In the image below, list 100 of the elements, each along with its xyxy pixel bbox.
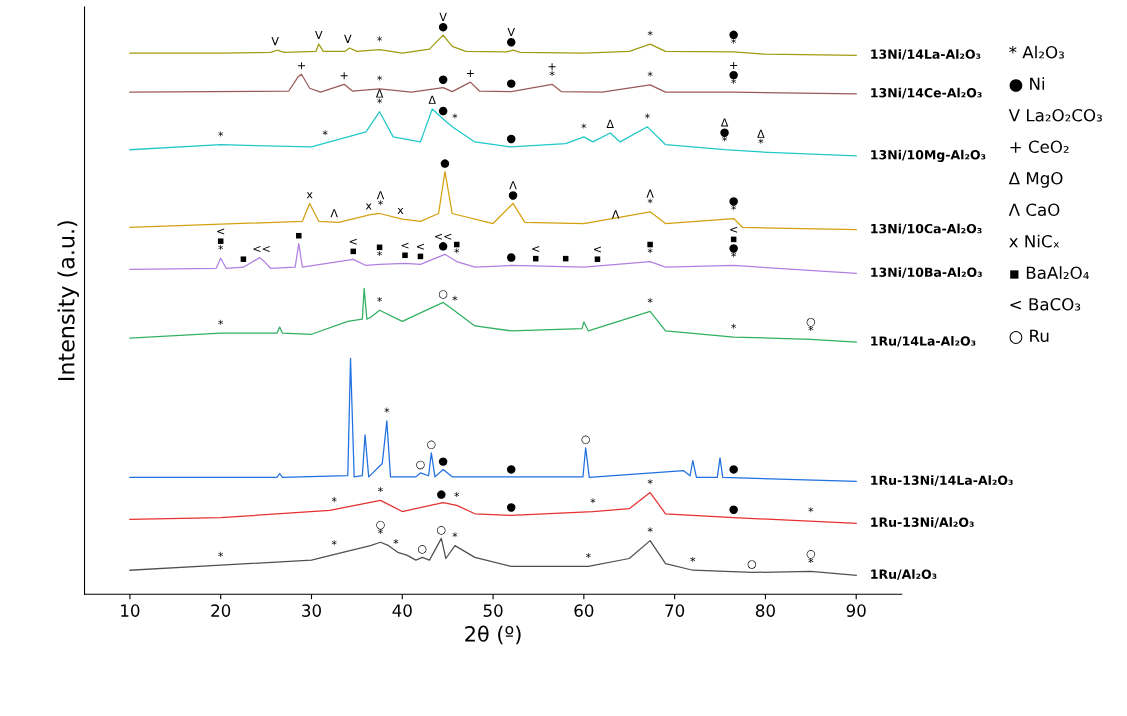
series-label: 1Ru-13Ni/Al₂O₃ bbox=[871, 517, 974, 528]
annotation: ● bbox=[438, 457, 448, 466]
annotation: * bbox=[218, 319, 224, 325]
annotation: + bbox=[340, 72, 348, 80]
annotation: * bbox=[590, 498, 596, 504]
annotation: + bbox=[466, 70, 474, 77]
text: ▪ BaAl₂O₄ bbox=[1010, 266, 1089, 280]
annotation: x bbox=[306, 192, 313, 199]
annotation: ● * bbox=[729, 30, 738, 44]
series-label: 13Ni/10Ca-Al₂O₃ bbox=[871, 223, 982, 235]
annotation: * bbox=[331, 540, 337, 546]
annotation: * bbox=[647, 298, 653, 304]
annotation: < ▪ bbox=[349, 238, 357, 255]
annotation: Λ * bbox=[376, 191, 385, 206]
annotation: ● bbox=[437, 490, 446, 499]
annotation: * bbox=[581, 123, 587, 129]
annotation: Δ * bbox=[375, 89, 384, 104]
annotation: ○ bbox=[418, 545, 427, 554]
series-label: 13Ni/10Ba-Al₂O₃ bbox=[871, 267, 982, 278]
text: Λ CaO bbox=[1008, 203, 1060, 217]
annotation: ○ bbox=[427, 440, 436, 450]
annotation: ▪ * bbox=[376, 244, 383, 257]
annotation: x bbox=[397, 207, 404, 214]
annotation: ● bbox=[506, 79, 516, 88]
annotation: V ● bbox=[438, 12, 448, 32]
series-label: 13Ni/14Ce-Al₂O₃ bbox=[871, 87, 982, 99]
annotation: ● bbox=[438, 106, 448, 116]
series-label: 13Ni/14La-Al₂O₃ bbox=[871, 49, 981, 60]
annotation: ▪ bbox=[296, 232, 302, 239]
annotation: x bbox=[365, 203, 372, 210]
text: * Al₂O₃ bbox=[1009, 45, 1064, 59]
annotation: * bbox=[452, 113, 458, 119]
annotation: ○ * bbox=[806, 550, 816, 564]
x-tick-label: 20 bbox=[211, 604, 231, 617]
annotation: ▪ * bbox=[453, 241, 460, 254]
text: < BaCO₃ bbox=[1010, 297, 1081, 311]
annotation: * bbox=[384, 407, 390, 413]
annotation: + bbox=[298, 62, 305, 70]
text: Δ MgO bbox=[1008, 171, 1063, 188]
annotation: * bbox=[808, 507, 814, 513]
text: + CeO₂ bbox=[1010, 140, 1069, 154]
x-tick-label: 80 bbox=[755, 604, 775, 617]
annotation: ○ bbox=[581, 435, 590, 445]
annotation: * bbox=[322, 130, 328, 136]
annotation: * bbox=[690, 556, 696, 562]
annotation: * bbox=[454, 492, 460, 498]
annotation: ● bbox=[440, 159, 450, 168]
annotation: ● bbox=[506, 134, 516, 144]
annotation: < ▪ bbox=[416, 243, 424, 260]
annotation: V bbox=[344, 34, 352, 43]
series-label: 13Ni/10Mg-Al₂O₃ bbox=[871, 149, 986, 162]
series-label: 1Ru/Al₂O₃ bbox=[871, 569, 937, 580]
annotation: Δ bbox=[428, 95, 436, 104]
x-tick-label: 30 bbox=[302, 604, 321, 617]
annotation: ● bbox=[729, 465, 738, 474]
text: x NiCₓ bbox=[1009, 234, 1060, 248]
annotation: ▪ * bbox=[647, 241, 653, 254]
annotation: * bbox=[452, 295, 458, 301]
x-tick-label: 60 bbox=[574, 604, 594, 617]
text: ○ Ru bbox=[1009, 329, 1049, 344]
annotation: * bbox=[377, 36, 383, 42]
annotation: ○ bbox=[437, 526, 446, 535]
y-axis-title: Intensity (a.u.) bbox=[57, 221, 79, 381]
annotation: ● bbox=[506, 465, 516, 474]
annotation: Λ bbox=[611, 210, 620, 219]
annotation: * bbox=[644, 113, 650, 119]
annotation: + ● * bbox=[729, 61, 738, 84]
annotation: * bbox=[377, 75, 383, 81]
annotation: < ▪ bbox=[401, 242, 409, 259]
annotation: Δ * bbox=[757, 129, 765, 144]
annotation: ○ * bbox=[806, 317, 816, 332]
x-tick-label: 70 bbox=[665, 604, 685, 617]
annotation: + * bbox=[548, 63, 556, 77]
annotation: < ▪ * bbox=[217, 228, 225, 250]
annotation: V bbox=[271, 37, 279, 46]
text: ● Ni bbox=[1009, 77, 1045, 92]
annotation: ▪ bbox=[562, 255, 569, 262]
x-tick-label: 40 bbox=[392, 604, 412, 617]
annotation: * bbox=[647, 71, 653, 77]
annotation: * bbox=[331, 497, 337, 503]
annotation: Λ * bbox=[646, 189, 654, 204]
annotation: ● * bbox=[729, 197, 738, 211]
annotation: < ▪ bbox=[593, 246, 601, 262]
annotation: << bbox=[253, 246, 270, 253]
annotation: * bbox=[218, 131, 224, 137]
annotation: ○ bbox=[416, 460, 425, 470]
annotation: V bbox=[315, 30, 323, 39]
annotation: * bbox=[647, 479, 653, 485]
annotation: * bbox=[585, 552, 591, 559]
annotation: * bbox=[647, 30, 653, 36]
annotation: * bbox=[731, 323, 737, 329]
annotation: ● bbox=[506, 503, 516, 512]
x-axis-title: 2θ (º) bbox=[465, 625, 521, 645]
annotation: ▪ bbox=[240, 256, 247, 262]
annotation: * bbox=[378, 487, 383, 493]
annotation: Λ ● bbox=[508, 181, 518, 200]
x-tick-label: 10 bbox=[121, 604, 140, 617]
annotation: Λ bbox=[330, 209, 338, 218]
x-tick-label: 50 bbox=[483, 604, 503, 617]
annotation: < ▪ ● * bbox=[729, 226, 738, 258]
